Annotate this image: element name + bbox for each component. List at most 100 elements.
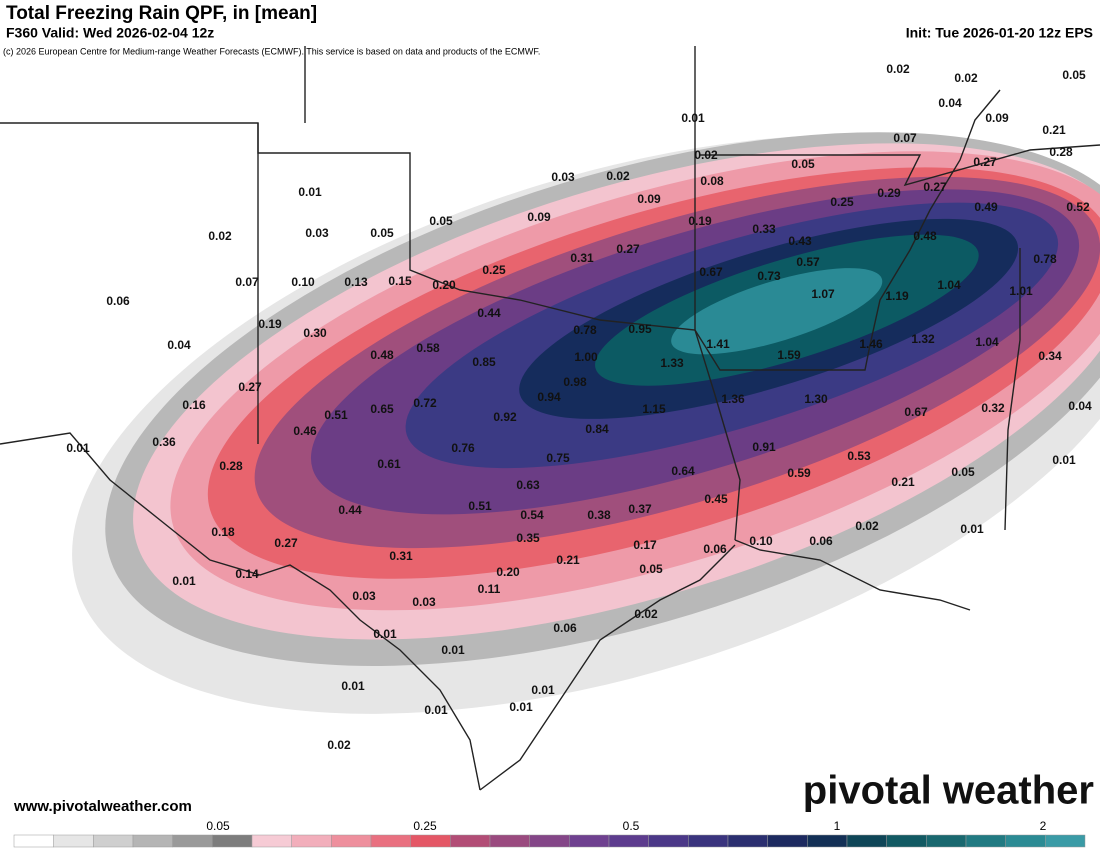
colorbar-swatch: [926, 834, 967, 848]
colorbar-swatch: [608, 834, 649, 848]
colorbar-tick-label: 0.5: [623, 819, 640, 833]
value-label: 1.04: [937, 278, 961, 292]
value-label: 0.28: [219, 459, 243, 473]
colorbar-swatch: [53, 834, 94, 848]
value-label: 0.27: [274, 536, 298, 550]
value-label: 0.37: [628, 502, 652, 516]
value-label: 0.03: [305, 226, 329, 240]
value-label: 0.34: [1038, 349, 1062, 363]
colorbar-swatch: [132, 834, 173, 848]
value-label: 0.45: [704, 492, 728, 506]
colorbar-swatch: [965, 834, 1006, 848]
value-label: 0.36: [152, 435, 176, 449]
colorbar-tick-label: 1: [834, 819, 841, 833]
value-label: 0.20: [496, 565, 520, 579]
value-label: 0.76: [451, 441, 475, 455]
value-label: 0.54: [520, 508, 544, 522]
value-label: 0.58: [416, 341, 440, 355]
value-label: 0.21: [556, 553, 580, 567]
website: www.pivotalweather.com: [13, 798, 192, 815]
colorbar-swatch: [370, 834, 411, 848]
value-label: 0.75: [546, 451, 570, 465]
value-label: 0.01: [341, 679, 365, 693]
precip-field: [72, 132, 1100, 714]
value-label: 0.09: [637, 192, 661, 206]
value-label: 0.65: [370, 402, 394, 416]
value-label: 0.14: [235, 567, 259, 581]
colorbar-swatch: [251, 834, 292, 848]
value-label: 0.01: [373, 627, 397, 641]
value-label: 0.01: [509, 700, 533, 714]
colorbar-tick-label: 0.05: [206, 819, 230, 833]
value-label: 0.49: [974, 200, 998, 214]
colorbar-swatch: [331, 834, 372, 848]
value-label: 0.30: [303, 326, 327, 340]
value-label: 0.63: [516, 478, 540, 492]
value-label: 0.01: [66, 441, 90, 455]
value-label: 0.15: [388, 274, 412, 288]
value-label: 0.28: [1049, 145, 1073, 159]
value-label: 0.02: [327, 738, 351, 752]
colorbar-swatch: [450, 834, 491, 848]
value-label: 0.01: [531, 683, 555, 697]
value-label: 0.33: [752, 222, 776, 236]
value-label: 0.95: [628, 322, 652, 336]
value-label: 1.00: [574, 350, 598, 364]
value-label: 0.84: [585, 422, 609, 436]
value-label: 1.19: [885, 289, 909, 303]
colorbar: 0.05 0.25 0.5 1 2: [13, 819, 1086, 848]
value-label: 0.03: [352, 589, 376, 603]
value-label: 0.64: [671, 464, 695, 478]
value-label: 1.59: [777, 348, 801, 362]
value-label: 0.67: [699, 265, 723, 279]
value-label: 0.01: [681, 111, 705, 125]
value-label: 0.02: [954, 71, 978, 85]
colorbar-swatch: [1045, 834, 1086, 848]
value-label: 0.17: [633, 538, 657, 552]
value-label: 0.19: [258, 317, 282, 331]
value-label: 0.01: [298, 185, 322, 199]
value-label: 0.53: [847, 449, 871, 463]
value-label: 0.09: [527, 210, 551, 224]
value-label: 0.94: [537, 390, 561, 404]
value-label: 0.10: [291, 275, 315, 289]
value-label: 0.01: [1052, 453, 1076, 467]
value-label: 0.67: [904, 405, 928, 419]
colorbar-swatch: [886, 834, 927, 848]
value-label: 0.02: [855, 519, 879, 533]
value-label: 0.31: [389, 549, 413, 563]
value-label: 0.32: [981, 401, 1005, 415]
value-label: 0.72: [413, 396, 437, 410]
colorbar-swatch: [410, 834, 451, 848]
colorbar-swatch: [529, 834, 570, 848]
value-label: 0.19: [688, 214, 712, 228]
value-label: 0.10: [749, 534, 773, 548]
value-label: 1.33: [660, 356, 684, 370]
value-label: 0.06: [703, 542, 727, 556]
value-label: 1.36: [721, 392, 745, 406]
value-label: 0.51: [468, 499, 492, 513]
colorbar-swatch: [727, 834, 768, 848]
colorbar-swatch: [489, 834, 530, 848]
value-label: 0.27: [973, 155, 997, 169]
value-label: 1.30: [804, 392, 828, 406]
value-label: 0.52: [1066, 200, 1090, 214]
value-label: 0.38: [587, 508, 611, 522]
colorbar-swatch: [172, 834, 213, 848]
value-label: 0.05: [1062, 68, 1086, 82]
copyright: (c) 2026 European Centre for Medium-rang…: [3, 46, 540, 56]
value-label: 0.16: [182, 398, 206, 412]
value-label: 0.09: [985, 111, 1009, 125]
colorbar-swatch: [688, 834, 729, 848]
value-label: 1.32: [911, 332, 935, 346]
value-label: 0.31: [570, 251, 594, 265]
value-label: 0.44: [338, 503, 362, 517]
value-label: 0.01: [960, 522, 984, 536]
value-label: 0.78: [573, 323, 597, 337]
valid-time: F360 Valid: Wed 2026-02-04 12z: [6, 25, 214, 41]
value-label: 0.02: [694, 148, 718, 162]
colorbar-swatch: [807, 834, 848, 848]
value-label: 0.61: [377, 457, 401, 471]
init-time: Init: Tue 2026-01-20 12z EPS: [906, 25, 1093, 41]
